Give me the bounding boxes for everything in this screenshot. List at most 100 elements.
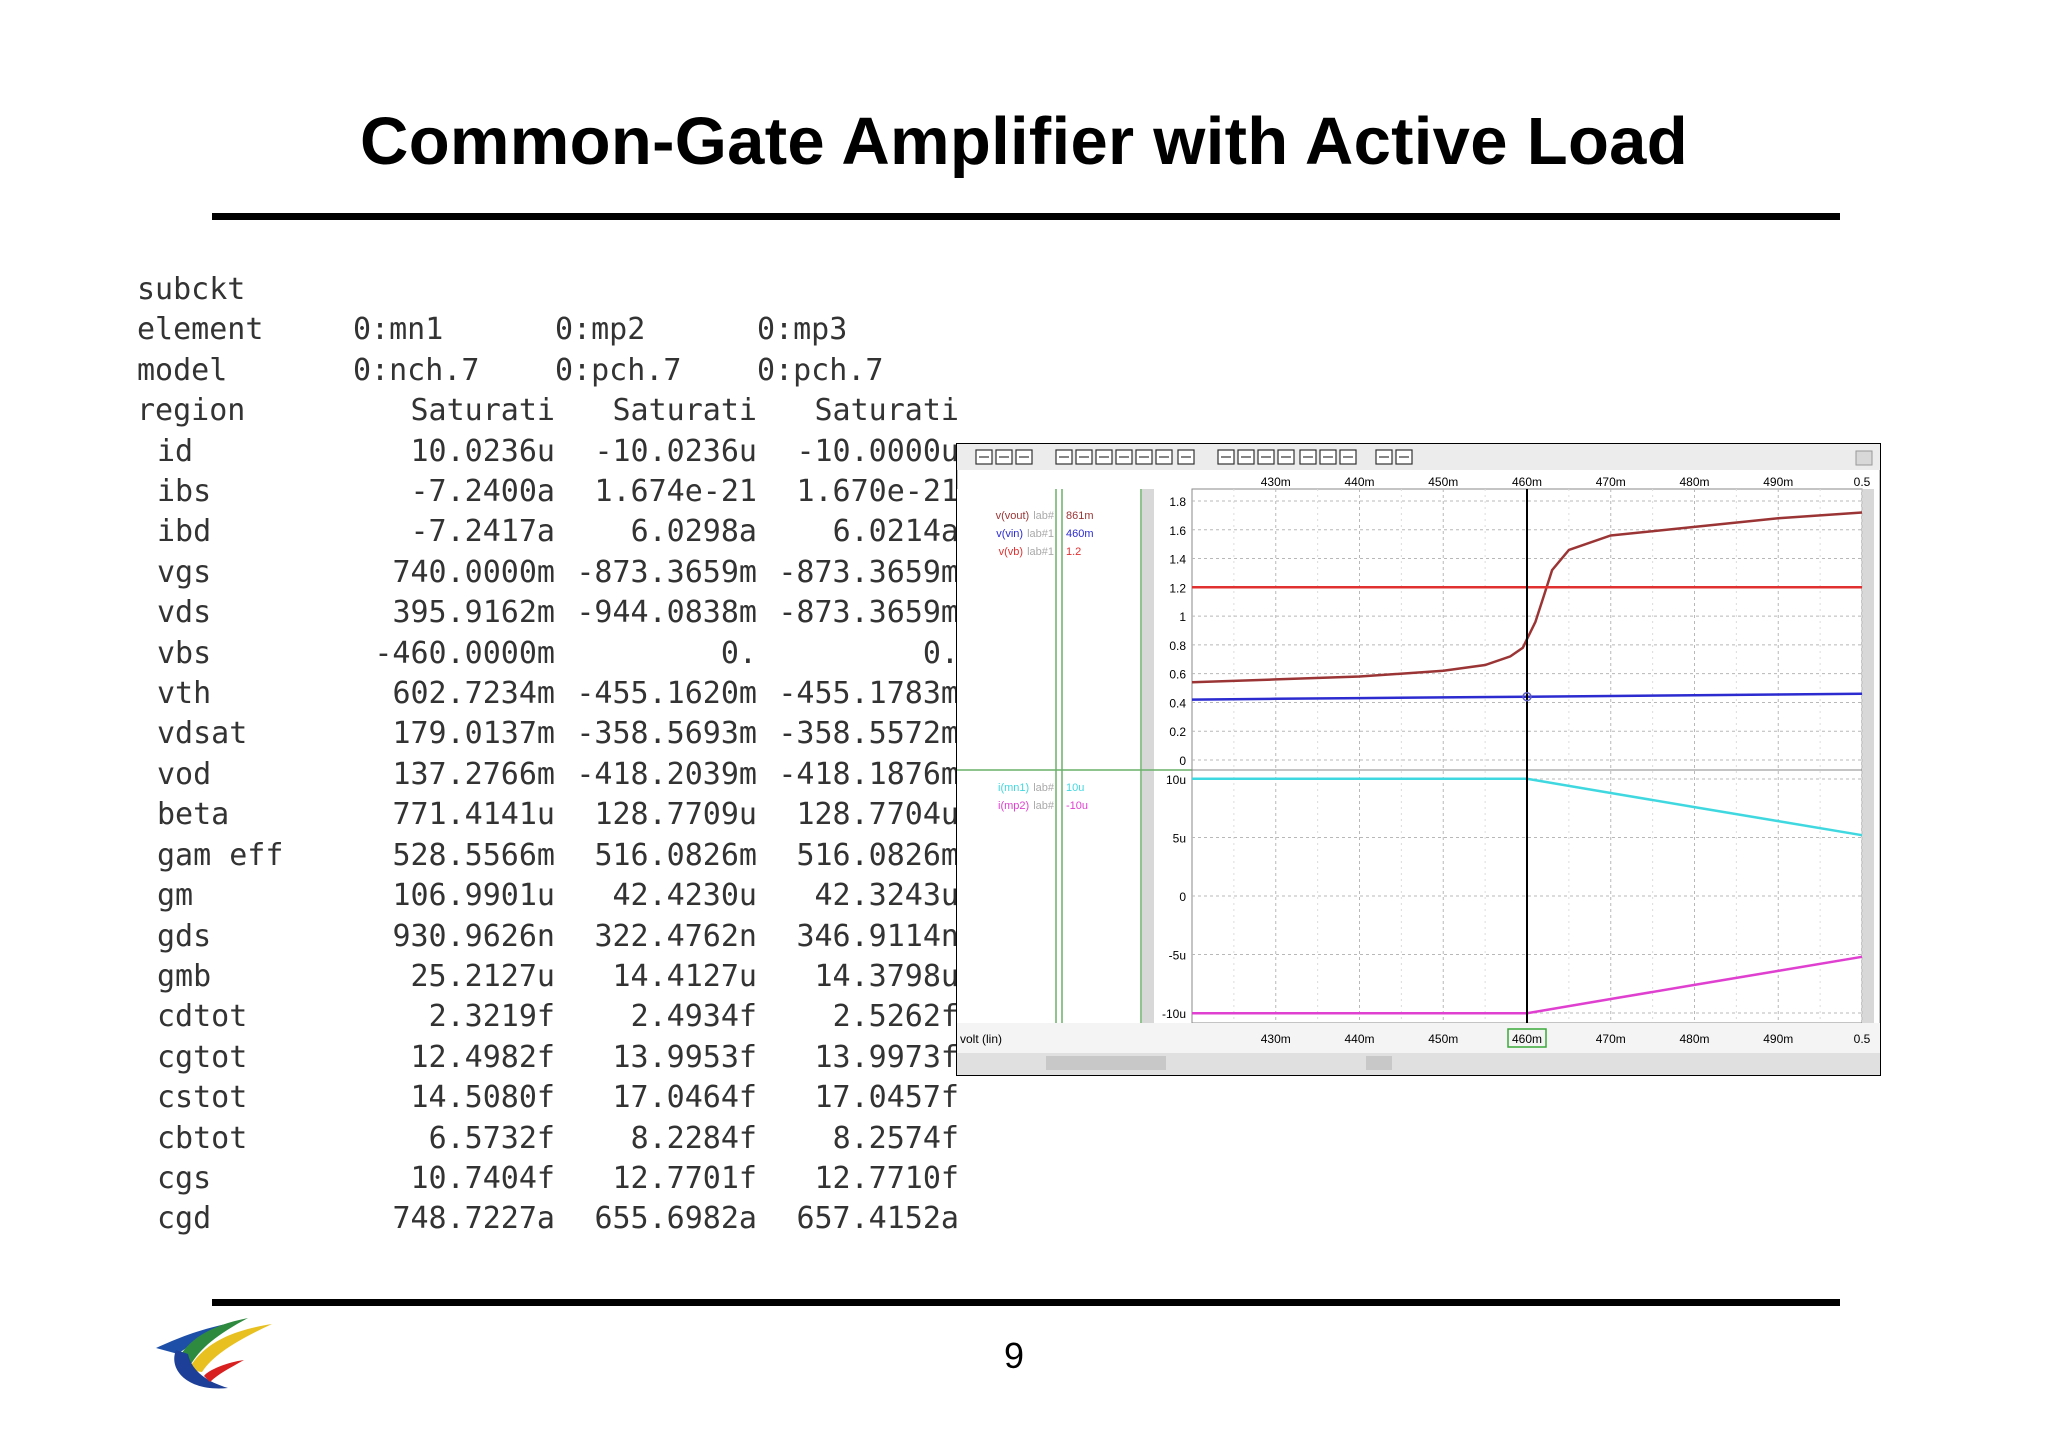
x-tick-label-bottom: 460m (1512, 1032, 1542, 1046)
table-cell: -7.2417a (410, 514, 556, 550)
x-tick-label-bottom: 490m (1763, 1032, 1793, 1046)
legend-entry-name: v(vout) lab# (996, 510, 1055, 522)
table-row: gds 930.9626n 322.4762n 346.9114n (137, 917, 959, 957)
header-label: model (137, 352, 228, 388)
header-label: element (137, 312, 264, 348)
top-rule (212, 213, 1840, 220)
table-cell: Saturati (814, 393, 960, 429)
table-cell: 128.7704u (796, 797, 959, 833)
row-label: beta (157, 797, 230, 833)
x-tick-label-bottom: 480m (1679, 1032, 1709, 1046)
x-scrollbar-thumb-left[interactable] (1046, 1056, 1166, 1070)
legend-name: v(vout) (996, 510, 1030, 522)
x-scrollbar[interactable] (957, 1053, 1880, 1075)
table-cell: -873.3659m (778, 595, 959, 631)
legend-column (957, 489, 1141, 1023)
table-row: cbtot 6.5732f 8.2284f 8.2574f (137, 1119, 959, 1159)
header-cell: 0:mn1 (353, 312, 444, 348)
legend-name: v(vb) (999, 546, 1023, 558)
row-label: cstot (157, 1080, 248, 1116)
table-cell: 602.7234m (392, 676, 555, 712)
table-header-row: model 0:nch.7 0:pch.7 0:pch.7 (137, 351, 959, 391)
cursor-x-box (1507, 1028, 1547, 1048)
right-scrollbar[interactable] (1862, 489, 1874, 1023)
table-cell: 0. (720, 635, 757, 671)
x-axis-bar (957, 1023, 1880, 1053)
table-row: vbs -460.0000m 0. 0. (137, 634, 959, 674)
table-row: cgtot 12.4982f 13.9953f 13.9973f (137, 1038, 959, 1078)
legend-entry-value: 1.2 (1066, 546, 1081, 558)
row-label: vth (157, 676, 212, 712)
table-cell: 14.5080f (410, 1080, 556, 1116)
cursor-marker (1522, 691, 1532, 702)
plot-grid (1192, 489, 1863, 1023)
row-label: cgd (157, 1201, 212, 1237)
panel-menu-icon[interactable] (1855, 450, 1873, 466)
table-cell: 25.2127u (410, 958, 556, 994)
waveform-viewer: 430m 440m 450m 460m 470m 480m 490m 0.5 v(vout) l… (956, 443, 1881, 1076)
table-cell: 106.9901u (392, 878, 555, 914)
operating-point-table: subckt element 0:mn1 0:mp2 0:mp3 model 0:nch.7… (137, 270, 959, 1240)
y-tick-label: 1.2 (1169, 581, 1186, 595)
table-cell: -7.2400a (410, 474, 556, 510)
table-row: vgs 740.0000m -873.3659m -873.3659m (137, 553, 959, 593)
table-cell: 13.9973f (814, 1039, 960, 1075)
table-cell: 42.4230u (612, 878, 758, 914)
table-cell: 128.7709u (594, 797, 757, 833)
y-tick-label: 0.8 (1169, 639, 1186, 653)
header-cell: 0:mp3 (757, 312, 848, 348)
table-cell: 2.5262f (832, 999, 959, 1035)
x-tick-row-top: 430m 440m 450m 460m 470m 480m 490m 0.5 (1261, 475, 1871, 489)
series-line-v-vout- (1191, 511, 1863, 684)
table-cell: -10.0000u (796, 433, 959, 469)
legend-entry-value: 861m (1066, 510, 1094, 522)
table-cell: 10.7404f (410, 1160, 556, 1196)
table-cell: 8.2574f (832, 1120, 959, 1156)
y-tick-label: 0.6 (1169, 668, 1186, 682)
table-cell: 771.4141u (392, 797, 555, 833)
table-cell: 17.0457f (814, 1080, 960, 1116)
y-tick-label: 1.4 (1169, 553, 1186, 567)
row-label: id (157, 433, 194, 469)
row-label: vds (157, 595, 212, 631)
y-tick-label: 1.6 (1169, 524, 1186, 538)
table-cell: 12.4982f (410, 1039, 556, 1075)
table-cell: -10.0236u (594, 433, 757, 469)
table-row: beta 771.4141u 128.7709u 128.7704u (137, 795, 959, 835)
x-tick-label-top: 440m (1344, 475, 1374, 489)
row-label: region (137, 393, 246, 429)
x-tick-label-top: 490m (1763, 475, 1793, 489)
x-axis-title: volt (lin) (960, 1032, 1002, 1046)
table-cell: -418.1876m (778, 756, 959, 792)
y-tick-label: 1 (1179, 610, 1186, 624)
y-scrollbar[interactable] (1142, 489, 1154, 1023)
y-tick-label: 0 (1179, 754, 1186, 768)
table-cell: 2.4934f (630, 999, 757, 1035)
table-cell: 14.4127u (612, 958, 758, 994)
table-cell: 6.0298a (630, 514, 757, 550)
page-number: 9 (1003, 1335, 1025, 1376)
table-cell: 10.0236u (410, 433, 556, 469)
row-label: ibd (157, 514, 212, 550)
legend-tag: lab#1 (1027, 546, 1054, 558)
table-cell: 12.7710f (814, 1160, 960, 1196)
table-row: gm 106.9901u 42.4230u 42.3243u (137, 876, 959, 916)
x-tick-label-top: 430m (1261, 475, 1291, 489)
table-cell: 17.0464f (612, 1080, 758, 1116)
series-line-i-mp2- (1192, 955, 1863, 1015)
legend-name: i(mp2) (998, 800, 1029, 812)
table-cell: 137.2766m (392, 756, 555, 792)
table-row: ibs -7.2400a 1.674e-21 1.670e-21 (137, 472, 959, 512)
toolbar-icons (975, 449, 1413, 465)
table-row: vth 602.7234m -455.1620m -455.1783m (137, 674, 959, 714)
header-cell (757, 270, 959, 310)
table-cell: 748.7227a (392, 1201, 555, 1237)
table-cell: 0. (922, 635, 959, 671)
table-cell: -873.3659m (576, 554, 757, 590)
row-label: cgtot (157, 1039, 248, 1075)
university-logo (156, 1318, 272, 1389)
legend-entry-value: 460m (1066, 528, 1094, 540)
table-cell: -873.3659m (778, 554, 959, 590)
x-scrollbar-thumb[interactable] (1366, 1056, 1392, 1070)
